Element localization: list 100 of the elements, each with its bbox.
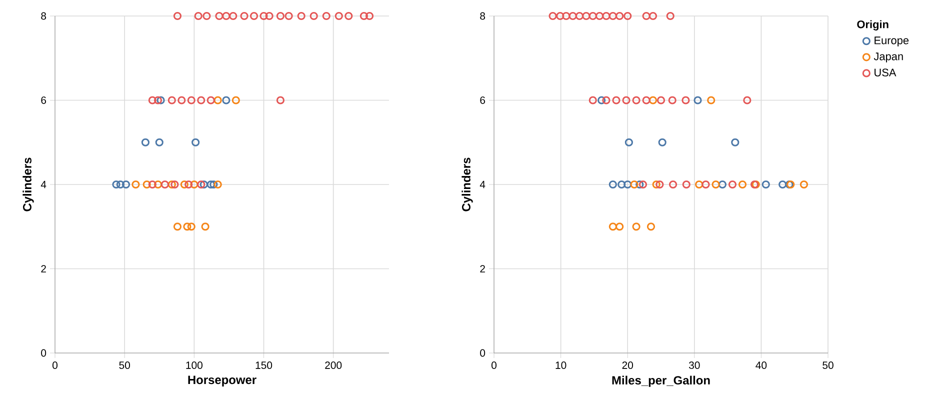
- point: [155, 138, 164, 146]
- point: [636, 180, 644, 189]
- point: [728, 180, 737, 189]
- point: [738, 180, 747, 189]
- point: [141, 138, 150, 146]
- point: [365, 12, 374, 20]
- point: [646, 222, 656, 231]
- point: [616, 12, 624, 20]
- x-tick-label: 150: [256, 362, 272, 369]
- point: [229, 12, 238, 20]
- y-tick-label: 4: [480, 180, 486, 188]
- point: [656, 96, 666, 104]
- point: [156, 96, 165, 104]
- point: [200, 180, 208, 189]
- point: [250, 12, 258, 20]
- point: [160, 180, 169, 189]
- y-axis-title: Cylinders: [462, 158, 473, 212]
- point: [668, 96, 676, 104]
- x-tick-label: 20: [622, 362, 634, 369]
- point: [197, 180, 206, 189]
- point: [668, 180, 678, 189]
- point: [622, 96, 630, 104]
- point: [632, 96, 640, 104]
- point: [187, 222, 196, 231]
- point: [682, 96, 690, 104]
- point: [568, 12, 577, 20]
- point: [154, 180, 162, 189]
- point: [170, 180, 179, 189]
- point: [642, 96, 650, 104]
- x-tick-label: 40: [756, 362, 767, 369]
- point: [206, 96, 215, 104]
- x-tick-label: 50: [822, 362, 834, 369]
- point: [183, 222, 192, 231]
- point: [694, 96, 702, 104]
- point: [707, 96, 716, 104]
- x-tick-label: 50: [119, 362, 130, 369]
- point: [260, 12, 268, 20]
- x-tick-label: 30: [688, 362, 700, 369]
- point: [695, 180, 704, 189]
- point: [222, 12, 230, 20]
- point: [168, 96, 176, 104]
- point: [556, 12, 564, 20]
- x-tick-label: 200: [325, 362, 342, 369]
- point: [762, 180, 770, 189]
- x-tick-label: 0: [492, 362, 497, 369]
- point: [232, 96, 240, 104]
- point: [334, 12, 343, 20]
- point: [612, 96, 620, 104]
- point: [142, 180, 151, 189]
- point: [575, 12, 584, 20]
- point: [800, 180, 808, 189]
- point: [284, 12, 293, 20]
- point: [608, 222, 617, 231]
- point: [214, 96, 222, 104]
- point: [562, 12, 570, 20]
- point: [116, 180, 124, 189]
- x-tick-label: 10: [556, 362, 566, 369]
- point: [702, 180, 710, 189]
- y-tick-label: 6: [480, 96, 486, 104]
- point: [202, 12, 211, 20]
- point: [178, 96, 186, 104]
- legend-title: Origin: [857, 20, 888, 30]
- point: [310, 12, 318, 20]
- point: [173, 222, 182, 231]
- x-axis-title: Miles_per_Gallon: [612, 376, 710, 387]
- point: [602, 96, 610, 104]
- legend-label: Japan: [874, 52, 903, 62]
- point: [187, 96, 196, 104]
- point: [588, 12, 597, 20]
- y-tick-label: 2: [41, 265, 46, 272]
- point: [190, 180, 198, 189]
- point: [596, 12, 604, 20]
- point: [652, 180, 660, 189]
- legend-label: Europe: [874, 36, 909, 46]
- point: [184, 180, 193, 189]
- point: [638, 180, 648, 189]
- point: [168, 180, 176, 189]
- point: [197, 96, 206, 104]
- point: [648, 96, 658, 104]
- point: [718, 180, 727, 189]
- point: [624, 180, 632, 189]
- point: [215, 12, 224, 20]
- point: [608, 12, 617, 20]
- y-tick-label: 2: [480, 265, 485, 272]
- point: [624, 12, 632, 20]
- point: [148, 96, 156, 104]
- point: [548, 12, 557, 20]
- point: [148, 180, 156, 189]
- point: [132, 180, 140, 189]
- point: [112, 180, 120, 189]
- point: [632, 222, 640, 231]
- point: [322, 12, 330, 20]
- x-axis-title: Horsepower: [188, 376, 256, 386]
- x-tick-label: 0: [52, 362, 58, 369]
- point: [297, 12, 306, 20]
- point: [360, 12, 368, 20]
- y-tick-label: 0: [480, 349, 486, 357]
- point: [731, 138, 740, 146]
- legend-label: USA: [874, 68, 896, 76]
- point: [180, 180, 188, 189]
